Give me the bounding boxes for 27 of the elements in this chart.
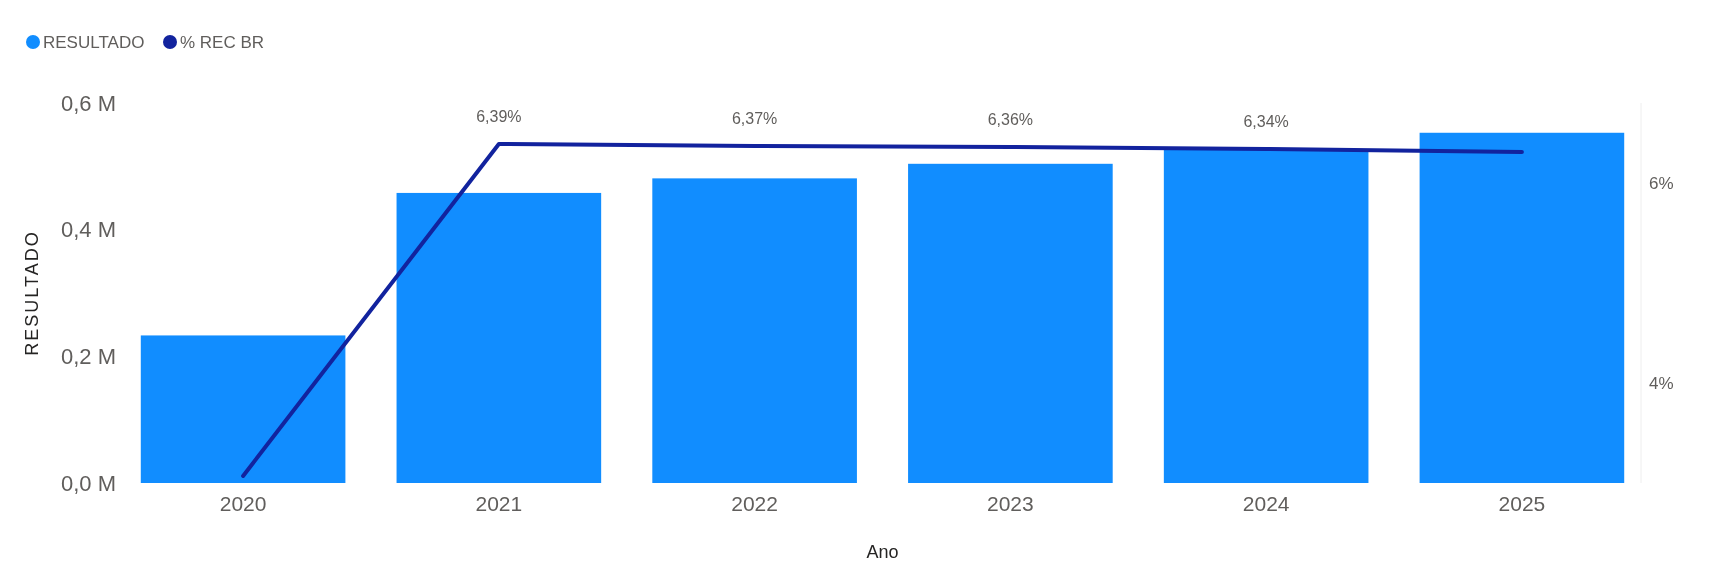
x-tick-label: 2020	[219, 492, 267, 515]
x-axis-title: Ano	[866, 542, 899, 562]
data-label: 6,36%	[987, 111, 1034, 128]
x-tick-label: 2022	[731, 492, 778, 515]
legend-label: % REC BR	[180, 33, 265, 52]
bar	[396, 192, 602, 483]
bar	[652, 178, 857, 483]
bar	[1163, 149, 1369, 483]
y-axis-title: RESULTADO	[22, 230, 42, 356]
line-series	[241, 142, 1524, 478]
bar	[140, 335, 346, 483]
y2-tick-label: 6%	[1649, 173, 1674, 193]
y-tick-label: 0,4 M	[60, 217, 116, 243]
bar	[1419, 132, 1625, 483]
data-label: 6,34%	[1243, 113, 1289, 130]
y-tick-label: 0,2 M	[60, 344, 116, 370]
y-tick-label: 0,6 M	[60, 90, 116, 116]
x-tick-label: 2023	[987, 492, 1034, 515]
data-label: 6,37%	[731, 110, 778, 127]
bar	[908, 163, 1113, 483]
x-tick-label: 2024	[1242, 492, 1290, 515]
x-tick-label: 2021	[475, 492, 523, 515]
x-tick-label: 2025	[1498, 492, 1546, 515]
data-label: 6,39%	[476, 108, 522, 125]
legend-label: RESULTADO	[43, 33, 145, 52]
y-tick-label: 0,0 M	[60, 470, 116, 496]
y2-tick-label: 4%	[1649, 373, 1674, 393]
